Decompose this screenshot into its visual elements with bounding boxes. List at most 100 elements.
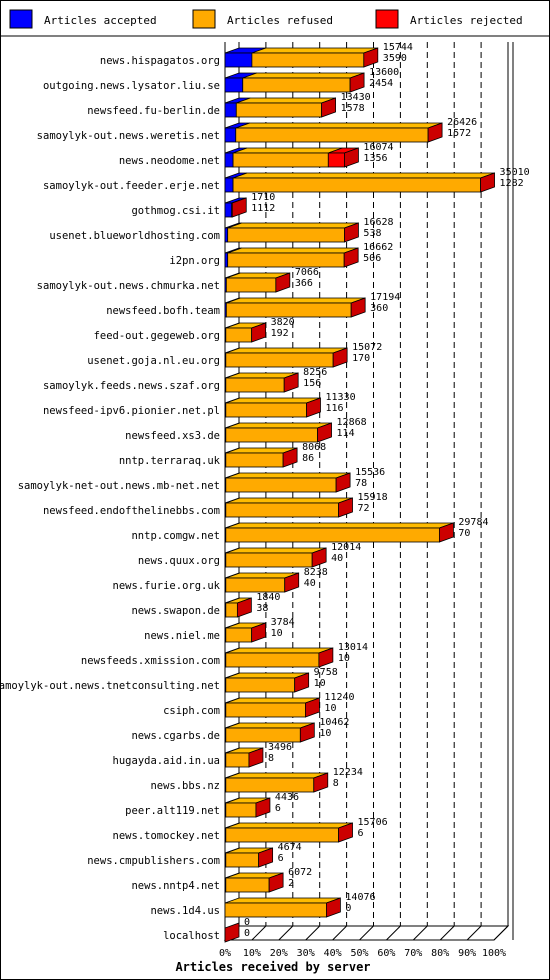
bar-end-cap xyxy=(344,147,359,168)
x-tick-label: 100% xyxy=(482,948,506,959)
value-label-total: 1840 xyxy=(256,592,280,603)
bar-segment-articles-refused xyxy=(225,372,299,393)
bar-top-face xyxy=(225,347,348,354)
bar-top-face xyxy=(225,497,353,504)
x-tick-label: 40% xyxy=(324,948,342,959)
bar-end-cap xyxy=(335,472,351,493)
bar-end-cap xyxy=(283,372,299,393)
value-label-total: 16662 xyxy=(363,242,393,253)
value-label-total: 13600 xyxy=(369,67,399,78)
floor-hatch xyxy=(412,925,428,941)
x-axis: 0% 10% 20% 30% 40% 50% 60% 70% 80% 90% 100% xyxy=(219,948,506,959)
bar-end-cap xyxy=(282,447,298,468)
value-label-accepted: 10 xyxy=(338,653,350,664)
x-tick-label: 80% xyxy=(431,948,449,959)
bar-segment-articles-refused xyxy=(251,47,378,68)
value-label-total: 13014 xyxy=(338,642,368,653)
bar-end-cap xyxy=(326,897,341,918)
bar-front-face xyxy=(225,527,440,543)
x-tick-label: 10% xyxy=(243,948,261,959)
legend-label-accepted: Articles accepted xyxy=(44,14,157,27)
bar-end-cap xyxy=(343,247,359,268)
value-label-accepted: 10 xyxy=(314,678,326,689)
bar-front-face xyxy=(225,402,307,418)
category-label: news.furie.org.uk xyxy=(113,580,221,592)
bar-front-face xyxy=(235,102,322,118)
bar-segment-articles-refused xyxy=(225,522,454,543)
value-label-total: 15536 xyxy=(355,467,385,478)
bar-segment-articles-refused xyxy=(225,422,332,443)
bar-front-face xyxy=(224,177,234,193)
value-label-total: 3820 xyxy=(271,317,295,328)
value-label-accepted: 2 xyxy=(288,878,294,889)
value-label-total: 16074 xyxy=(363,142,393,153)
bar-end-cap xyxy=(248,747,264,768)
bar-end-cap xyxy=(258,847,274,868)
bar-top-face xyxy=(232,172,495,179)
x-tick-label: 70% xyxy=(404,948,422,959)
value-label-accepted: 38 xyxy=(256,603,268,614)
bar-front-face xyxy=(224,902,327,918)
value-label-total: 8068 xyxy=(302,442,326,453)
bar-end-cap xyxy=(427,122,443,143)
value-label-total: 15918 xyxy=(358,492,388,503)
bar-end-cap xyxy=(305,697,320,718)
value-label-accepted: 10 xyxy=(319,728,331,739)
category-label: gothmog.csi.it xyxy=(131,205,220,217)
bar-top-face xyxy=(224,897,341,904)
bar-front-face xyxy=(224,202,233,218)
bar-top-face xyxy=(225,722,315,729)
bar-front-face xyxy=(225,752,250,768)
value-label-accepted: 86 xyxy=(302,453,314,464)
bar-end-cap xyxy=(236,597,252,618)
value-label-total: 3784 xyxy=(271,617,295,628)
value-label-accepted: 6 xyxy=(275,803,281,814)
bar-front-face xyxy=(225,652,320,668)
x-tick-label: 60% xyxy=(377,948,395,959)
category-label: news.tomockey.net xyxy=(113,830,220,842)
bar-top-face xyxy=(226,297,366,304)
category-label: nntp.terraraq.uk xyxy=(119,455,221,467)
value-label-total: 26426 xyxy=(447,117,477,128)
bar-top-face xyxy=(227,222,359,229)
category-label: usenet.blueworldhosting.com xyxy=(49,230,220,242)
category-label: newsfeeds.xmission.com xyxy=(81,655,220,667)
value-label-accepted: 70 xyxy=(458,528,470,539)
bar-end-cap xyxy=(317,422,332,443)
bar-end-cap xyxy=(251,322,267,343)
value-label-accepted: 1112 xyxy=(251,203,275,214)
category-label: newsfeed.bofh.team xyxy=(106,305,220,317)
bar-front-face xyxy=(327,152,345,168)
legend-item-accepted: Articles accepted xyxy=(9,9,157,29)
value-label-accepted: 116 xyxy=(326,403,344,414)
category-labels: news.hispagatos.org outgoing.news.lysator… xyxy=(0,55,221,942)
category-label: peer.alt119.net xyxy=(125,805,220,817)
bar-front-face xyxy=(225,552,313,568)
bar-end-cap xyxy=(321,97,336,118)
value-label-total: 15072 xyxy=(352,342,382,353)
bar-front-face xyxy=(235,127,429,143)
bar-front-face xyxy=(225,502,339,518)
bar-front-face xyxy=(227,252,345,268)
bar-front-face xyxy=(242,77,351,93)
value-label-accepted: 1356 xyxy=(363,153,387,164)
legend-swatch-rejected xyxy=(375,9,399,29)
bar-front-face xyxy=(225,327,253,343)
bar-front-face xyxy=(224,77,244,93)
x-tick-label: 0% xyxy=(219,948,231,959)
value-label-accepted: 0 xyxy=(345,903,351,914)
bar-end-cap xyxy=(284,572,300,593)
category-label: newsfeed-ipv6.pionier.net.pl xyxy=(43,405,220,417)
bar-front-face xyxy=(224,102,237,118)
bar-top-face xyxy=(251,47,378,54)
value-label-total: 4436 xyxy=(275,792,299,803)
value-label-accepted: 156 xyxy=(303,378,321,389)
category-label: samoylyk-out.news.weretis.net xyxy=(37,130,220,142)
bar-front-face xyxy=(224,227,229,243)
bar-segment-articles-refused xyxy=(235,122,443,143)
bar-top-face xyxy=(225,822,353,829)
category-label: news.cmpublishers.com xyxy=(87,855,220,867)
value-label-total: 16628 xyxy=(363,217,393,228)
